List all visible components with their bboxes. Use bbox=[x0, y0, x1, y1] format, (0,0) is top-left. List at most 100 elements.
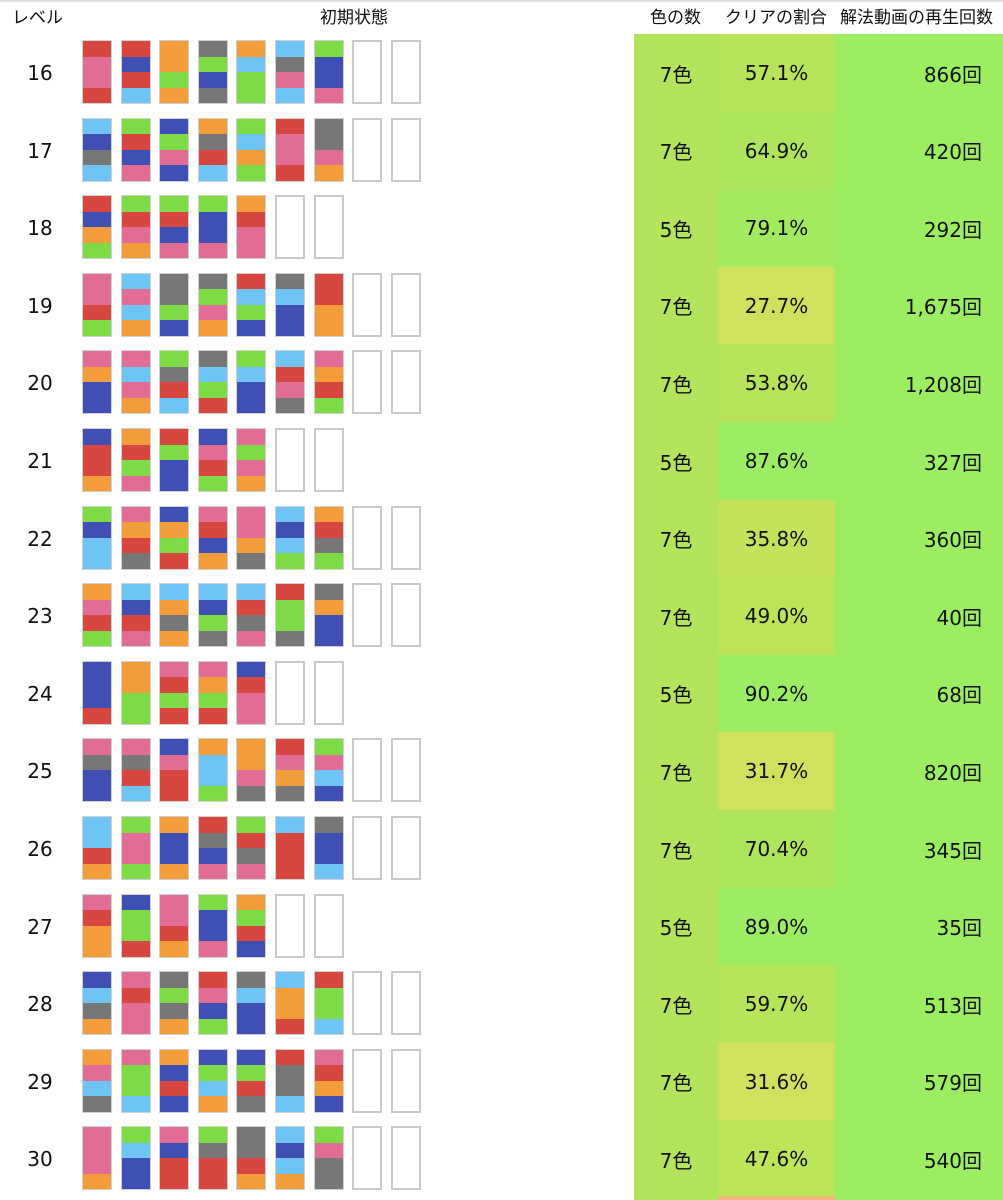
liquid-segment bbox=[160, 941, 189, 957]
tube bbox=[197, 428, 228, 492]
liquid-segment bbox=[237, 817, 266, 833]
color-count-cell: 7色 bbox=[634, 1120, 718, 1199]
clear-rate-cell: 79.1% bbox=[718, 189, 835, 268]
liquid-segment bbox=[276, 584, 304, 600]
liquid-segment bbox=[160, 118, 189, 135]
liquid-segment bbox=[198, 304, 227, 321]
liquid-segment bbox=[160, 537, 189, 554]
liquid-segment bbox=[160, 1142, 189, 1159]
tube bbox=[197, 1048, 228, 1113]
liquid-segment bbox=[121, 506, 150, 523]
liquid-segment bbox=[121, 848, 150, 864]
tube bbox=[120, 971, 151, 1036]
solution-views-cell: 1,208回 bbox=[835, 344, 1003, 423]
liquid-segment bbox=[198, 630, 227, 647]
tube bbox=[313, 117, 344, 182]
liquid-segment bbox=[160, 211, 189, 228]
tube bbox=[120, 1048, 151, 1113]
liquid-segment bbox=[198, 1127, 227, 1143]
liquid-segment bbox=[237, 584, 266, 600]
liquid-segment bbox=[160, 599, 189, 616]
liquid-segment bbox=[237, 1142, 266, 1159]
liquid-segment bbox=[160, 56, 189, 72]
tube bbox=[313, 350, 344, 415]
liquid-segment bbox=[121, 211, 150, 228]
liquid-segment bbox=[121, 87, 150, 103]
liquid-segment bbox=[121, 584, 150, 600]
empty-tube bbox=[313, 428, 344, 492]
tube bbox=[120, 195, 151, 260]
solution-views-cell: 866回 bbox=[835, 34, 1003, 112]
empty-tube bbox=[390, 117, 421, 182]
liquid-segment bbox=[276, 770, 304, 786]
color-count-cell: 5色 bbox=[634, 887, 718, 966]
liquid-segment bbox=[160, 149, 189, 166]
empty-tube bbox=[275, 660, 305, 725]
tube bbox=[120, 660, 151, 725]
liquid-segment bbox=[276, 72, 304, 88]
liquid-segment bbox=[121, 1158, 150, 1174]
liquid-segment bbox=[314, 366, 343, 383]
liquid-segment bbox=[276, 1158, 304, 1174]
empty-tube bbox=[390, 505, 421, 570]
level-number: 20 bbox=[27, 371, 53, 396]
liquid-segment bbox=[83, 925, 111, 942]
tube bbox=[197, 117, 228, 182]
empty-tube bbox=[390, 583, 421, 648]
liquid-segment bbox=[198, 661, 227, 678]
solution-views-cell: 1,675回 bbox=[835, 266, 1003, 345]
liquid-segment bbox=[83, 506, 111, 523]
liquid-segment bbox=[276, 972, 304, 988]
liquid-segment bbox=[121, 41, 150, 57]
liquid-segment bbox=[160, 910, 189, 926]
tube bbox=[82, 117, 112, 182]
liquid-segment bbox=[237, 1158, 266, 1174]
liquid-segment bbox=[83, 987, 111, 1004]
liquid-segment bbox=[198, 273, 227, 290]
liquid-segment bbox=[83, 460, 111, 476]
liquid-segment bbox=[121, 1003, 150, 1019]
liquid-segment bbox=[237, 134, 266, 150]
liquid-segment bbox=[314, 615, 343, 631]
liquid-segment bbox=[160, 553, 189, 569]
liquid-segment bbox=[160, 1127, 189, 1143]
liquid-segment bbox=[160, 506, 189, 523]
liquid-segment bbox=[198, 149, 227, 166]
liquid-segment bbox=[121, 351, 150, 367]
tube bbox=[159, 428, 190, 492]
clear-rate-cell: 87.6% bbox=[718, 422, 835, 500]
empty-tube bbox=[352, 117, 383, 182]
liquid-segment bbox=[198, 165, 227, 181]
liquid-segment bbox=[314, 506, 343, 523]
liquid-segment bbox=[83, 584, 111, 600]
liquid-segment bbox=[276, 739, 304, 755]
liquid-segment bbox=[276, 366, 304, 383]
liquid-segment bbox=[121, 677, 150, 693]
level-number: 16 bbox=[27, 61, 53, 85]
liquid-segment bbox=[276, 1096, 304, 1112]
liquid-segment bbox=[83, 320, 111, 336]
level-row: 16 7色 57.1% 866回 bbox=[0, 34, 1003, 112]
empty-tube bbox=[390, 272, 421, 337]
liquid-segment bbox=[276, 165, 304, 181]
clear-rate-cell: 59.7% bbox=[718, 965, 835, 1044]
color-count-cell: 7色 bbox=[634, 34, 718, 112]
liquid-segment bbox=[121, 863, 150, 879]
liquid-segment bbox=[276, 1127, 304, 1143]
tube bbox=[236, 660, 267, 725]
tube bbox=[82, 428, 112, 492]
liquid-segment bbox=[237, 537, 266, 554]
liquid-segment bbox=[276, 1173, 304, 1190]
liquid-segment bbox=[121, 770, 150, 786]
liquid-segment bbox=[160, 770, 189, 786]
liquid-segment bbox=[160, 320, 189, 336]
solution-views-cell: 68回 bbox=[835, 654, 1003, 733]
liquid-segment bbox=[198, 1018, 227, 1035]
liquid-segment bbox=[237, 661, 266, 678]
liquid-segment bbox=[160, 72, 189, 88]
liquid-segment bbox=[83, 1003, 111, 1019]
level-number: 26 bbox=[27, 837, 53, 861]
liquid-segment bbox=[121, 599, 150, 616]
solution-views-cell: 420回 bbox=[835, 111, 1003, 190]
